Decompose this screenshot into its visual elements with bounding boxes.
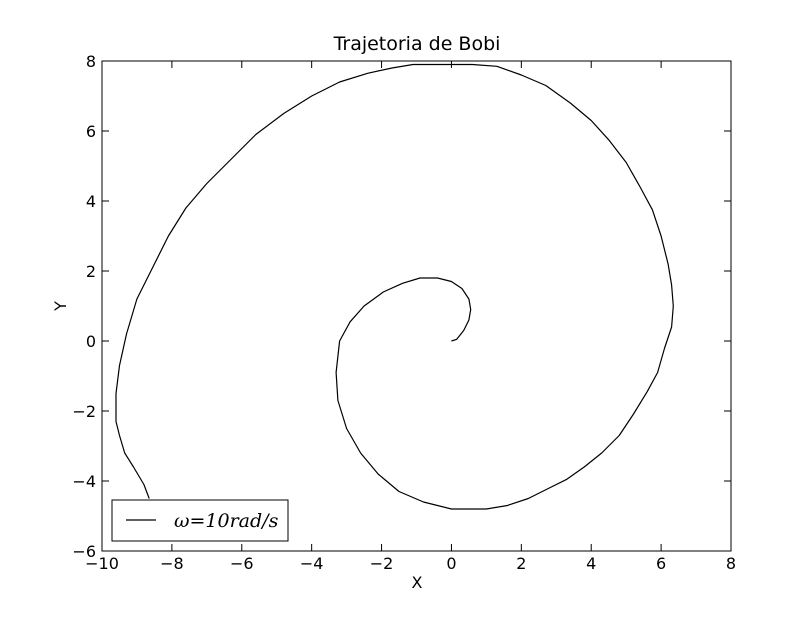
x-tick-label: 2 xyxy=(516,554,526,573)
x-axis-label: X xyxy=(412,573,423,592)
x-tick-label: 0 xyxy=(446,554,456,573)
x-tick-label: −4 xyxy=(300,554,324,573)
x-tick-label: 4 xyxy=(586,554,596,573)
y-tick-label: −6 xyxy=(72,542,96,561)
y-tick-label: 8 xyxy=(86,52,96,71)
y-tick-label: −4 xyxy=(72,472,96,491)
x-tick-label: −2 xyxy=(370,554,394,573)
plot-content xyxy=(115,63,674,510)
series-line-0 xyxy=(115,63,674,510)
legend-entry-label: ω=10rad/s xyxy=(174,510,279,532)
x-tick-label: −10 xyxy=(85,554,119,573)
legend: ω=10rad/s xyxy=(111,499,289,542)
y-tick-label: 6 xyxy=(86,122,96,141)
x-tick-label: −8 xyxy=(160,554,184,573)
y-tick-label: 4 xyxy=(86,192,96,211)
y-axis-label: Y xyxy=(51,301,70,312)
chart-title: Trajetoria de Bobi xyxy=(333,33,501,55)
y-tick-label: −2 xyxy=(72,402,96,421)
x-tick-label: 8 xyxy=(726,554,736,573)
ticks: −10 −8 −6 −4 −2 0 2 4 6 8 −6 −4 −2 0 2 4 6 8 xyxy=(72,52,736,573)
y-tick-label: 0 xyxy=(86,332,96,351)
y-tick-label: 2 xyxy=(86,262,96,281)
plot-frame xyxy=(101,60,732,552)
x-tick-label: −6 xyxy=(230,554,254,573)
x-tick-label: 6 xyxy=(656,554,666,573)
